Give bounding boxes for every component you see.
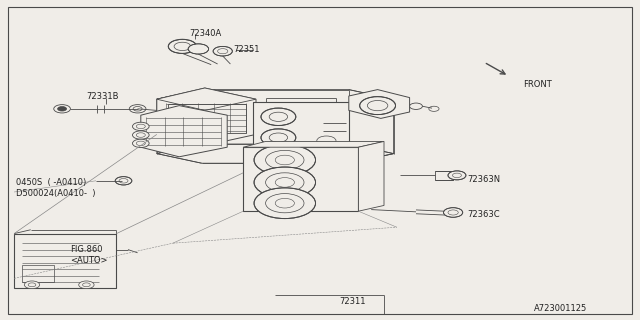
Polygon shape xyxy=(349,90,410,118)
Circle shape xyxy=(168,39,196,53)
Bar xyxy=(435,171,453,180)
Text: A723001125: A723001125 xyxy=(534,304,588,313)
Circle shape xyxy=(448,171,466,180)
Polygon shape xyxy=(349,99,394,163)
Polygon shape xyxy=(157,88,256,110)
Text: FIG.860: FIG.860 xyxy=(70,245,103,254)
Polygon shape xyxy=(243,147,358,211)
Circle shape xyxy=(188,44,209,54)
Text: <AUTO>: <AUTO> xyxy=(70,256,108,265)
Bar xyxy=(168,104,246,133)
Circle shape xyxy=(261,108,296,125)
Circle shape xyxy=(24,281,40,289)
Circle shape xyxy=(444,208,463,217)
Circle shape xyxy=(132,131,149,139)
Text: 0450S  ( -A0410): 0450S ( -A0410) xyxy=(16,178,86,187)
Circle shape xyxy=(360,97,396,115)
Circle shape xyxy=(79,281,94,289)
Text: 72363N: 72363N xyxy=(467,175,500,184)
Circle shape xyxy=(115,177,132,185)
Circle shape xyxy=(258,148,299,169)
Circle shape xyxy=(254,188,316,219)
Polygon shape xyxy=(253,102,349,173)
Polygon shape xyxy=(358,141,384,211)
Circle shape xyxy=(261,129,296,146)
Circle shape xyxy=(254,167,316,198)
Text: 72331B: 72331B xyxy=(86,92,119,100)
Polygon shape xyxy=(157,144,394,163)
Text: 72351: 72351 xyxy=(234,45,260,54)
Circle shape xyxy=(132,122,149,131)
Text: 72311: 72311 xyxy=(339,297,365,306)
Circle shape xyxy=(132,139,149,148)
Polygon shape xyxy=(157,90,202,154)
Polygon shape xyxy=(157,88,256,146)
Text: D500024(A0410-  ): D500024(A0410- ) xyxy=(16,189,95,198)
Circle shape xyxy=(213,46,232,56)
Text: 72363C: 72363C xyxy=(467,210,500,219)
Circle shape xyxy=(410,103,422,109)
Text: 72340A: 72340A xyxy=(189,29,221,38)
Bar xyxy=(22,265,54,282)
Text: FRONT: FRONT xyxy=(523,80,552,89)
Polygon shape xyxy=(141,106,227,157)
Bar xyxy=(14,234,116,288)
Circle shape xyxy=(58,107,67,111)
Polygon shape xyxy=(157,90,394,109)
Polygon shape xyxy=(243,141,384,147)
Circle shape xyxy=(254,145,316,175)
